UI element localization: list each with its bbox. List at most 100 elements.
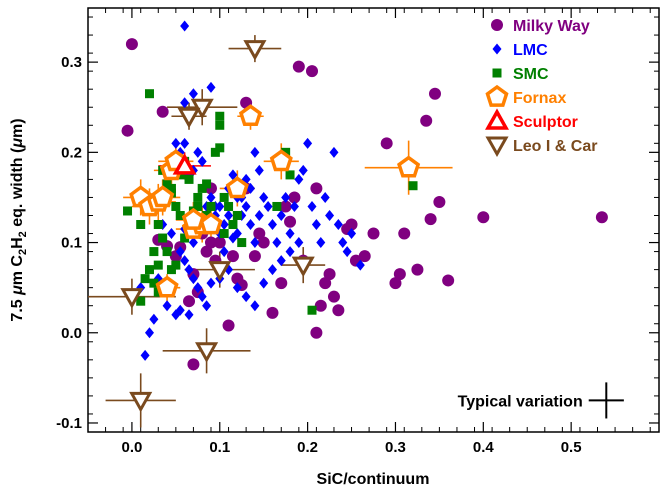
smc-point [171, 201, 181, 211]
typical-variation-label: Typical variation [458, 393, 583, 410]
milky-way-point [327, 290, 340, 303]
milky-way-point [393, 268, 406, 281]
milky-way-point [367, 227, 380, 240]
plot-frame [87, 7, 660, 433]
milky-way-point [433, 195, 446, 208]
milky-way-point [213, 236, 226, 249]
smc-point [175, 210, 185, 220]
smc-point [149, 278, 159, 288]
milky-way-point [310, 182, 323, 195]
lmc-point [166, 228, 176, 240]
legend-label-smc: SMC [513, 66, 549, 83]
fornax-point [397, 155, 421, 178]
leo-i-car-point [195, 342, 219, 363]
lmc-point [232, 282, 242, 294]
x-tick-label: 0.0 [121, 439, 142, 456]
lmc-point [267, 264, 277, 276]
smc-point [153, 260, 163, 270]
smc-point [224, 201, 234, 211]
smc-point [206, 201, 216, 211]
lmc-point [175, 304, 185, 316]
milky-way-point [358, 250, 371, 263]
lmc-point [311, 219, 321, 231]
milky-way-point [319, 277, 332, 290]
smc-point [166, 265, 176, 275]
lmc-point [259, 277, 269, 289]
milky-way-point [477, 211, 490, 224]
milky-way-point [389, 277, 402, 290]
lmc-point [171, 137, 181, 149]
milky-way-point [275, 277, 288, 290]
smc-point [232, 210, 242, 220]
lmc-point [355, 259, 365, 271]
lmc-point [246, 219, 256, 231]
lmc-point [285, 246, 295, 258]
smc-point [144, 265, 154, 275]
axis-ticks: 0.0 0.1 0.2 0.3 0.4 0.5 -0.1 0.0 0.1 0.2 0.3 [56, 8, 659, 456]
lmc-point [320, 191, 330, 203]
smc-point [228, 220, 238, 230]
milky-way-point [292, 60, 305, 73]
lmc-point [281, 191, 291, 203]
y-label-mu: μ [9, 285, 26, 296]
milky-way-point [420, 114, 433, 127]
y-label-post: eq. width ( [9, 147, 26, 231]
smc-point [136, 220, 146, 230]
milky-way-point [284, 215, 297, 228]
milky-way-point [310, 326, 323, 339]
lmc-point [188, 88, 198, 100]
milky-way-point [595, 211, 608, 224]
milky-way-point [156, 105, 169, 118]
lmc-point [184, 264, 194, 276]
lmc-point [325, 209, 335, 221]
legend-label-lmc: LMC [513, 42, 548, 59]
smc-point [219, 229, 229, 239]
milky-way-point [121, 124, 134, 137]
smc-point [281, 147, 291, 157]
lmc-point [333, 219, 343, 231]
milky-way-point [222, 319, 235, 332]
fornax-point [269, 149, 293, 172]
lmc-point [289, 200, 299, 212]
sculptor-point [172, 153, 197, 175]
lmc-point [206, 277, 216, 289]
legend-label-leo-i-car: Leo I & Car [513, 138, 597, 155]
y-label-pre: 7.5 [9, 295, 26, 322]
lmc-point [303, 137, 313, 149]
lmc-point [294, 237, 304, 249]
lmc-point [180, 137, 190, 149]
smc-point [408, 181, 418, 191]
milky-way-point [226, 250, 239, 263]
smc-point [153, 220, 163, 230]
leo-i-car-point [129, 391, 153, 413]
leo-i-car-point [177, 107, 201, 129]
smc-point [162, 247, 172, 257]
milky-way-point [253, 227, 266, 240]
milky-way-point [424, 213, 437, 226]
lmc-point [193, 146, 203, 158]
lmc-point [193, 282, 203, 294]
lmc-point [197, 155, 207, 167]
milky-way-point [306, 65, 319, 78]
lmc-point [276, 255, 286, 267]
lmc-point [338, 237, 348, 249]
fornax-point [238, 104, 263, 127]
milky-way-point [279, 200, 292, 213]
lmc-point [188, 273, 198, 285]
y-axis-label: 7.5 μm C2H2 eq. width (μm) [9, 118, 29, 321]
lmc-point [175, 246, 185, 258]
lmc-point [219, 246, 229, 258]
lmc-point [180, 97, 190, 109]
lmc-point [250, 146, 260, 158]
y-tick-label: -0.1 [56, 415, 82, 432]
lmc-point [250, 237, 260, 249]
legend-marker-smc [492, 68, 502, 78]
milky-way-point [125, 38, 138, 51]
lmc-point [224, 209, 234, 221]
smc-point [180, 233, 190, 243]
lmc-point [250, 300, 260, 312]
lmc-point [232, 228, 242, 240]
smc-point [144, 89, 154, 99]
smc-point [193, 192, 203, 202]
